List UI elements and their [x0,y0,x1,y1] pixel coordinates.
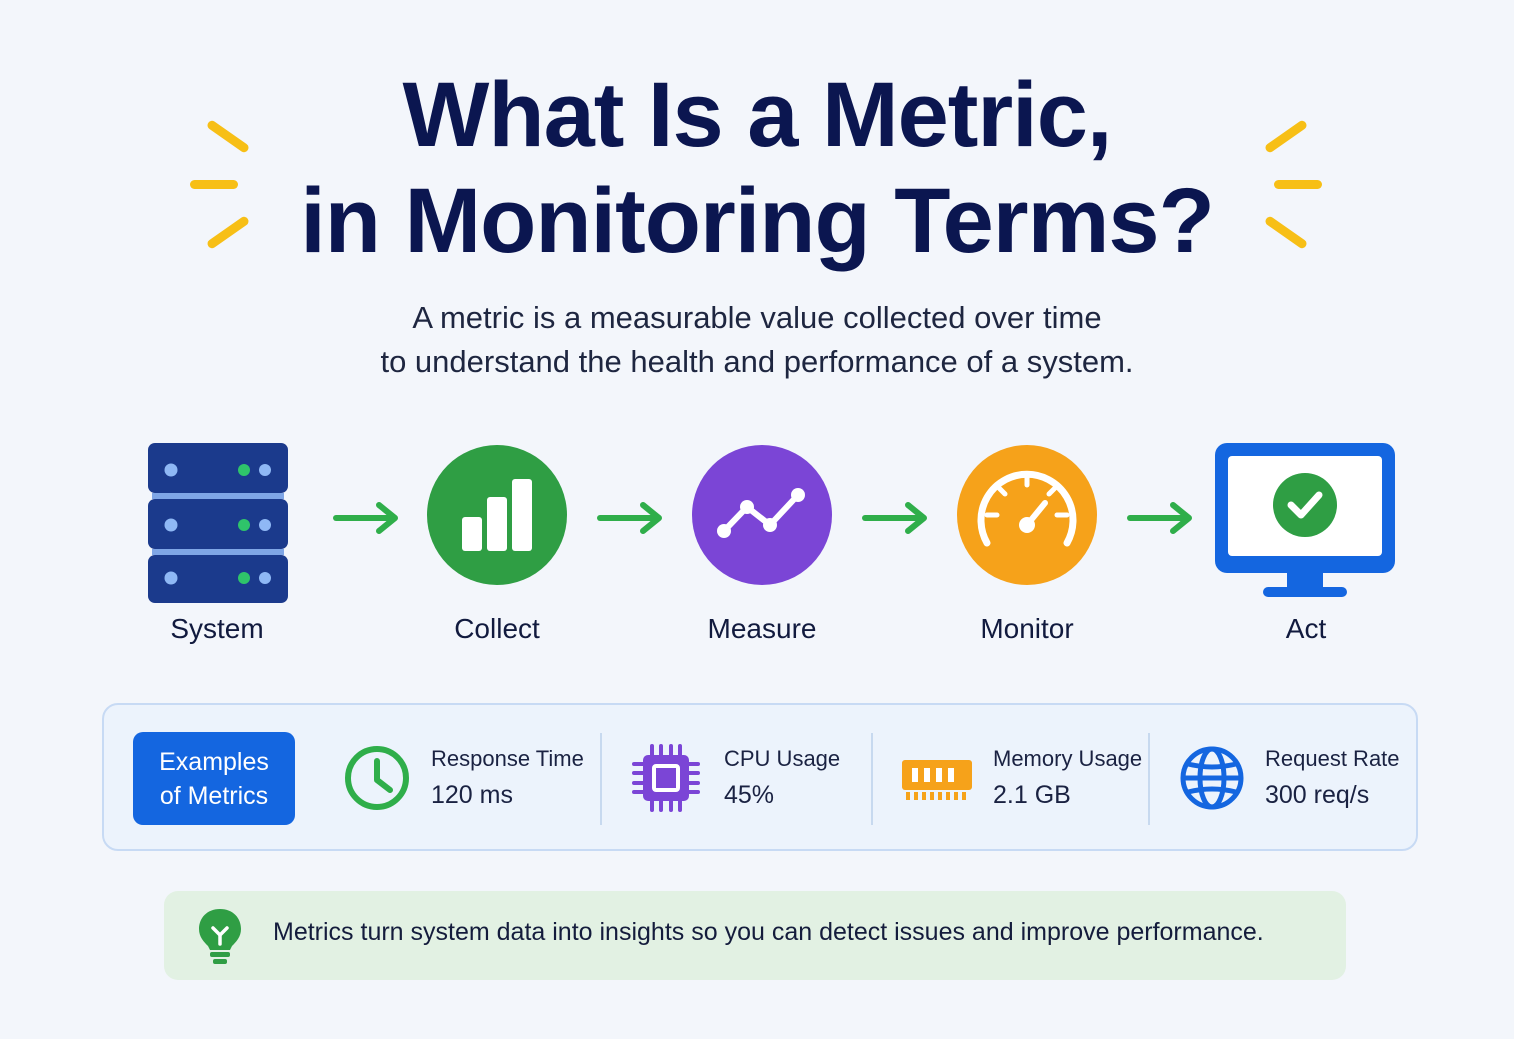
globe-icon [1180,746,1244,810]
subtitle-line-1: A metric is a measurable value collected… [412,300,1102,335]
subtitle-line-2: to understand the health and performance… [380,344,1134,379]
flow-step-measure [692,445,832,585]
arrow-right-icon [862,502,927,534]
metric-value-memory-usage: 2.1 GB [993,781,1071,809]
metric-label-response-time: Response Time [431,746,584,771]
metric-label-memory-usage: Memory Usage [993,746,1143,771]
metric-value-cpu-usage: 45% [724,781,775,809]
flow-step-label-collect: Collect [454,613,540,644]
tip-banner [164,891,1346,980]
cpu-chip-icon [632,744,700,812]
title-line-1: What Is a Metric, [402,64,1113,166]
divider [871,733,873,825]
divider [1148,733,1150,825]
flow-step-label-act: Act [1285,613,1327,644]
decorative-ray-left-middle [190,180,238,189]
metric-value-response-time: 120 ms [431,781,513,809]
metric-label-request-rate: Request Rate [1265,746,1400,771]
divider [600,733,602,825]
flow-step-label-measure: Measure [707,613,817,644]
page-title: What Is a Metric, in Monitoring Terms? [0,62,1514,274]
flow-step-label-system: System [170,613,264,644]
subtitle: A metric is a measurable value collected… [0,296,1514,384]
decorative-ray-right-middle [1274,180,1322,189]
flow-step-monitor [957,445,1097,585]
clock-icon [345,746,409,810]
examples-badge-line-2: of Metrics [159,781,269,810]
arrow-right-icon [1127,502,1192,534]
metric-value-request-rate: 300 req/s [1265,781,1370,809]
flow-step-act [1215,443,1395,601]
lightbulb-icon [199,909,241,964]
examples-badge: Examples of Metrics [133,732,295,825]
gauge-icon [957,445,1097,585]
flow-step-collect [427,445,567,585]
title-line-2: in Monitoring Terms? [300,170,1215,272]
tip-text: Metrics turn system data into insights s… [273,918,1264,946]
monitor-check-icon [1215,443,1395,597]
line-trend-icon [692,445,832,585]
memory-ram-icon [902,760,972,800]
flow-step-label-monitor: Monitor [980,613,1074,644]
examples-badge-line-1: Examples [159,747,269,776]
metric-label-cpu-usage: CPU Usage [724,746,841,771]
arrow-right-icon [597,502,662,534]
arrow-right-icon [333,502,398,534]
bar-chart-icon [427,445,567,585]
server-stack-icon [148,443,288,603]
flow-step-system [148,443,288,605]
